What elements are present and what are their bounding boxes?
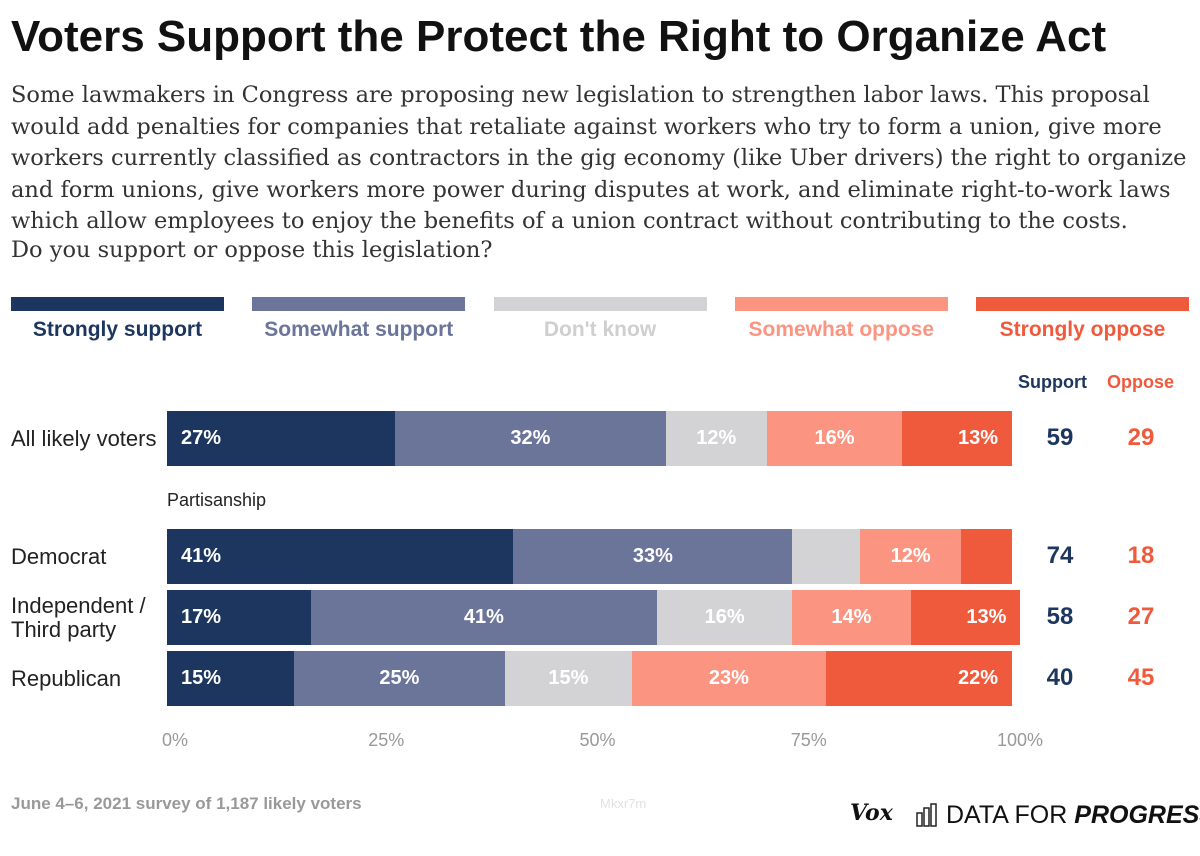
value-label: 27% <box>181 427 222 449</box>
oppose-header: Oppose <box>1107 372 1175 392</box>
legend-label: Strongly oppose <box>999 318 1166 341</box>
value-label: 12% <box>696 427 737 449</box>
oppose-total: 29 <box>1127 424 1155 451</box>
bar-segment <box>657 590 793 645</box>
bar-segment <box>910 590 1021 645</box>
value-label: 25% <box>379 667 420 689</box>
support-total: 74 <box>1046 542 1074 569</box>
bar-segment <box>293 651 505 706</box>
value-label: 15% <box>181 667 222 689</box>
x-tick-label: 75% <box>790 730 827 750</box>
bar-segment <box>631 651 827 706</box>
category-label: Republican <box>11 665 122 691</box>
value-label: 17% <box>181 606 222 628</box>
category-label: All likely voters <box>11 425 157 451</box>
legend-swatch <box>734 297 948 311</box>
vox-logo: Vox <box>850 800 893 826</box>
bar-segment <box>902 411 1012 466</box>
value-label: 33% <box>632 545 673 567</box>
bar-segment <box>167 590 311 645</box>
question: Do you support or oppose this legislatio… <box>11 237 493 263</box>
legend-swatch <box>252 297 466 311</box>
bar-segment <box>395 411 666 466</box>
category-label: Democrat <box>11 543 107 569</box>
x-tick-label: 50% <box>579 730 616 750</box>
value-label: 16% <box>814 427 855 449</box>
dfp-icon <box>916 803 937 827</box>
value-label: 12% <box>890 545 931 567</box>
support-total: 40 <box>1046 664 1074 691</box>
value-label: 16% <box>704 606 745 628</box>
bar-segment <box>766 411 903 466</box>
bar-segment <box>505 651 632 706</box>
bar-segment <box>961 529 1012 584</box>
x-tick-label: 0% <box>161 730 189 750</box>
oppose-total: 27 <box>1127 603 1155 630</box>
bar-segment <box>167 651 294 706</box>
legend-label: Strongly support <box>32 318 203 341</box>
legend-label: Somewhat oppose <box>748 318 935 341</box>
bar-segment <box>167 529 514 584</box>
oppose-total: 18 <box>1127 542 1155 569</box>
value-label: 23% <box>708 667 749 689</box>
bar-segment <box>310 590 658 645</box>
value-label: 22% <box>957 667 998 689</box>
legend-label: Somewhat support <box>264 318 454 341</box>
value-label: 41% <box>463 606 504 628</box>
subtitle: Some lawmakers in Congress are proposing… <box>11 82 1187 234</box>
bar-segment <box>826 651 1012 706</box>
bar-segment <box>167 411 396 466</box>
value-label: 15% <box>548 667 589 689</box>
bar-segment <box>792 590 911 645</box>
group-label: Partisanship <box>167 490 267 510</box>
source: June 4–6, 2021 survey of 1,187 likely vo… <box>11 794 362 813</box>
dfp-logo-a: DATA FOR <box>946 801 1068 829</box>
bar-segment <box>792 529 860 584</box>
legend-label: Don't know <box>543 318 657 341</box>
x-tick-label: 100% <box>996 730 1044 750</box>
value-label: 41% <box>181 545 222 567</box>
oppose-total: 45 <box>1127 664 1155 691</box>
support-header: Support <box>1018 372 1087 392</box>
value-label: 13% <box>957 427 998 449</box>
legend-swatch <box>493 297 707 311</box>
value-label: 32% <box>510 427 551 449</box>
code: Mkxr7m <box>600 796 647 811</box>
bar-segment <box>859 529 962 584</box>
support-total: 59 <box>1046 424 1074 451</box>
chart-title: Voters Support the Protect the Right to … <box>11 12 1107 61</box>
x-tick-label: 25% <box>368 730 405 750</box>
category-label: Independent / Third party <box>11 592 146 642</box>
legend-swatch <box>976 297 1189 311</box>
support-total: 58 <box>1046 603 1074 630</box>
value-label: 13% <box>966 606 1007 628</box>
bar-segment <box>513 529 793 584</box>
bar-segment <box>665 411 767 466</box>
value-label: 14% <box>831 606 872 628</box>
legend-swatch <box>11 297 224 311</box>
